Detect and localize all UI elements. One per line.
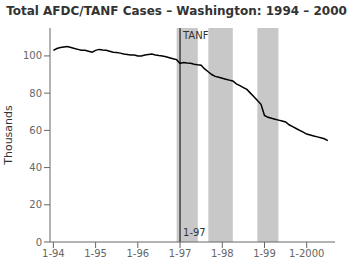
svg-text:60: 60	[29, 125, 42, 136]
svg-text:1-2000: 1-2000	[289, 248, 324, 259]
svg-text:1-97: 1-97	[169, 248, 192, 259]
svg-text:1-98: 1-98	[211, 248, 234, 259]
svg-text:1-99: 1-99	[253, 248, 276, 259]
svg-text:1-95: 1-95	[84, 248, 107, 259]
svg-text:0: 0	[36, 237, 42, 248]
svg-text:100: 100	[23, 50, 42, 61]
svg-text:1-96: 1-96	[126, 248, 149, 259]
html-text:Total AFDC/TANF Cases – Washin: Total AFDC/TANF Cases – Washington: 1994…	[6, 4, 347, 18]
svg-text:TANF: TANF	[182, 30, 209, 41]
svg-text:80: 80	[29, 88, 42, 99]
svg-text:1-97: 1-97	[183, 227, 206, 238]
svg-text:40: 40	[29, 162, 42, 173]
svg-text:20: 20	[29, 199, 42, 210]
svg-text:Thousands: Thousands	[8, 105, 15, 166]
svg-text:1-94: 1-94	[42, 248, 65, 259]
